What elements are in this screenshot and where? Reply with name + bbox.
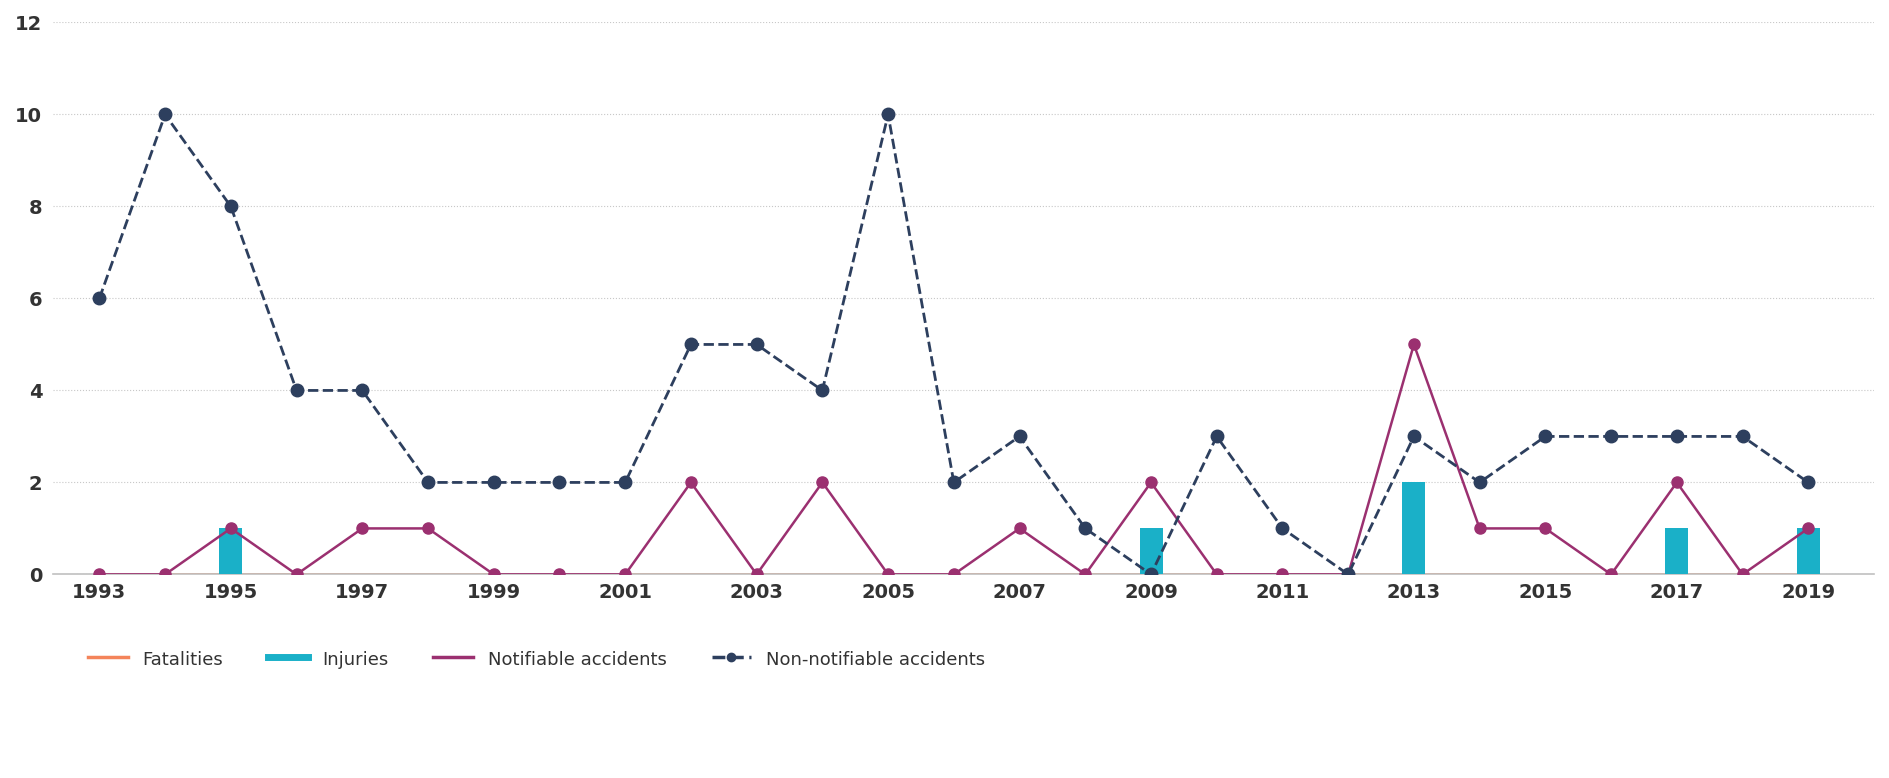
Fatalities [1468,569,1490,579]
Non-notifiable accidents [1402,432,1424,441]
Non-notifiable accidents [1271,524,1294,533]
Notifiable accidents [1337,569,1360,579]
Line: Non-notifiable accidents: Non-notifiable accidents [93,108,1815,580]
Notifiable accidents [810,478,833,487]
Legend: Fatalities, Injuries, Notifiable accidents, Non-notifiable accidents: Fatalities, Injuries, Notifiable acciden… [81,643,992,676]
Non-notifiable accidents [482,478,504,487]
Non-notifiable accidents [1337,569,1360,579]
Fatalities [351,569,374,579]
Non-notifiable accidents [219,202,242,211]
Notifiable accidents [943,569,965,579]
Notifiable accidents [351,524,374,533]
Fatalities [1271,569,1294,579]
Non-notifiable accidents [1666,432,1689,441]
Fatalities [1534,569,1557,579]
Notifiable accidents [1009,524,1031,533]
Fatalities [876,569,899,579]
Fatalities [943,569,965,579]
Bar [1139,528,1162,574]
Fatalities [89,569,111,579]
Fatalities [680,569,703,579]
Fatalities [1402,569,1424,579]
Bar [1666,528,1689,574]
Fatalities [1337,569,1360,579]
Notifiable accidents [1730,569,1753,579]
Notifiable accidents [1600,569,1623,579]
Non-notifiable accidents [1730,432,1753,441]
Fatalities [1075,569,1098,579]
Notifiable accidents [1271,569,1294,579]
Notifiable accidents [1205,569,1228,579]
Notifiable accidents [1139,478,1162,487]
Notifiable accidents [1534,524,1557,533]
Non-notifiable accidents [1139,569,1162,579]
Fatalities [1796,569,1819,579]
Non-notifiable accidents [1534,432,1557,441]
Non-notifiable accidents [746,340,769,349]
Non-notifiable accidents [548,478,570,487]
Fatalities [1600,569,1623,579]
Notifiable accidents [1075,569,1098,579]
Fatalities [1730,569,1753,579]
Notifiable accidents [614,569,637,579]
Notifiable accidents [219,524,242,533]
Fatalities [614,569,637,579]
Fatalities [285,569,308,579]
Notifiable accidents [89,569,111,579]
Fatalities [482,569,504,579]
Line: Notifiable accidents: Notifiable accidents [94,339,1813,580]
Notifiable accidents [417,524,440,533]
Notifiable accidents [1468,524,1490,533]
Notifiable accidents [746,569,769,579]
Notifiable accidents [1796,524,1819,533]
Non-notifiable accidents [351,386,374,395]
Non-notifiable accidents [153,110,176,119]
Notifiable accidents [876,569,899,579]
Non-notifiable accidents [1075,524,1098,533]
Non-notifiable accidents [943,478,965,487]
Non-notifiable accidents [876,110,899,119]
Notifiable accidents [680,478,703,487]
Notifiable accidents [482,569,504,579]
Notifiable accidents [1666,478,1689,487]
Non-notifiable accidents [417,478,440,487]
Fatalities [417,569,440,579]
Fatalities [219,569,242,579]
Bar [1796,528,1819,574]
Non-notifiable accidents [810,386,833,395]
Notifiable accidents [285,569,308,579]
Bar [219,528,242,574]
Fatalities [548,569,570,579]
Fatalities [746,569,769,579]
Non-notifiable accidents [1009,432,1031,441]
Fatalities [810,569,833,579]
Fatalities [1666,569,1689,579]
Notifiable accidents [1402,340,1424,349]
Fatalities [153,569,176,579]
Non-notifiable accidents [1600,432,1623,441]
Non-notifiable accidents [1468,478,1490,487]
Notifiable accidents [153,569,176,579]
Non-notifiable accidents [89,294,111,303]
Fatalities [1205,569,1228,579]
Non-notifiable accidents [614,478,637,487]
Non-notifiable accidents [285,386,308,395]
Fatalities [1009,569,1031,579]
Bar [1402,482,1426,574]
Notifiable accidents [548,569,570,579]
Non-notifiable accidents [1796,478,1819,487]
Fatalities [1139,569,1162,579]
Non-notifiable accidents [680,340,703,349]
Non-notifiable accidents [1205,432,1228,441]
